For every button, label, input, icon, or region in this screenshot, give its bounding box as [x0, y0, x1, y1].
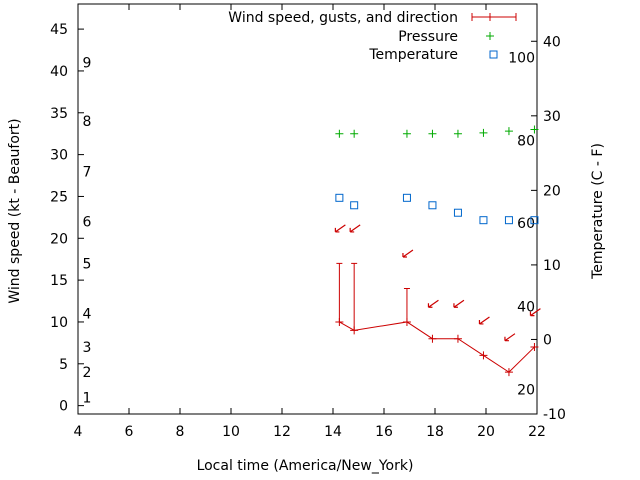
wind-direction-arrow [504, 333, 516, 342]
temperature-point [402, 193, 411, 202]
temperature-point [453, 208, 462, 217]
wind-speed-point [479, 351, 488, 360]
series-layer [334, 125, 541, 377]
temperature-point [335, 193, 344, 202]
x-tick-label: 10 [222, 424, 240, 440]
x-tick-label: 18 [426, 424, 444, 440]
fahrenheit-label: 20 [517, 382, 535, 398]
right-axis: -10 0 10 20 30 40 [531, 34, 566, 423]
pressure-point [402, 129, 411, 138]
wind-speed-point [504, 368, 513, 377]
wind-speed-point [453, 334, 462, 343]
beaufort-label: 1 [83, 390, 92, 406]
pressure-point [504, 127, 513, 136]
pressure-point [350, 129, 359, 138]
beaufort-label: 9 [83, 56, 92, 72]
pressure-point [428, 129, 437, 138]
temperature-point [428, 201, 437, 210]
beaufort-label: 2 [83, 365, 92, 381]
right-tick-label: 30 [543, 109, 561, 125]
left-tick-label: 40 [50, 64, 68, 80]
right-tick-label: 10 [543, 258, 561, 274]
left-tick-label: 30 [50, 148, 68, 164]
beaufort-label: 3 [83, 340, 92, 356]
beaufort-labels: 1 2 3 4 5 6 7 8 9 [83, 56, 92, 407]
wind-direction-arrow [478, 316, 490, 325]
plot-frame [77, 3, 538, 415]
wind-direction-arrow [334, 224, 346, 233]
x-tick-label: 8 [176, 424, 185, 440]
legend-label-wind: Wind speed, gusts, and direction [228, 10, 458, 26]
left-axis: 0 5 10 15 20 25 30 35 40 45 [50, 22, 84, 415]
wind-speed-point [428, 334, 437, 343]
x-axis: 4 6 8 10 12 14 16 18 20 22 [74, 4, 546, 440]
legend-label-pressure: Pressure [398, 29, 458, 45]
beaufort-label: 5 [83, 256, 92, 272]
left-tick-label: 35 [50, 106, 68, 122]
legend-swatch-temperature [489, 50, 498, 59]
temperature-point [530, 216, 539, 225]
left-tick-label: 25 [50, 189, 68, 205]
left-tick-label: 15 [50, 273, 68, 289]
fahrenheit-label: 80 [517, 133, 535, 149]
wind-direction-arrow [349, 224, 361, 233]
wind-direction-arrow [427, 299, 439, 308]
x-tick-label: 16 [375, 424, 393, 440]
legend-swatch-pressure [486, 32, 494, 40]
beaufort-label: 8 [83, 114, 92, 130]
pressure-point [530, 125, 539, 134]
y-axis-right-label: Temperature (C - F) [590, 143, 606, 280]
beaufort-label: 7 [83, 164, 92, 180]
left-tick-label: 5 [59, 357, 68, 373]
wind-direction-arrow [453, 299, 465, 308]
pressure-point [453, 129, 462, 138]
right-tick-label: -10 [543, 407, 566, 423]
legend-label-temperature: Temperature [368, 47, 458, 63]
wind-speed-point [530, 343, 539, 352]
left-tick-label: 0 [59, 399, 68, 415]
pressure-point [335, 129, 344, 138]
legend: Wind speed, gusts, and direction Pressur… [228, 10, 517, 63]
beaufort-label: 4 [83, 307, 92, 323]
legend-swatch-wind [471, 13, 517, 21]
beaufort-label: 6 [83, 215, 92, 231]
fahrenheit-label: 40 [517, 300, 535, 316]
x-tick-label: 12 [273, 424, 291, 440]
wind-speed-line [339, 321, 535, 373]
right-tick-label: 0 [543, 332, 552, 348]
left-tick-label: 10 [50, 315, 68, 331]
temperature-point [504, 216, 513, 225]
right-tick-label: 40 [543, 34, 561, 50]
x-axis-label: Local time (America/New_York) [197, 458, 414, 474]
temperature-point [350, 201, 359, 210]
fahrenheit-label: 100 [508, 51, 535, 67]
wind-direction-arrow [529, 308, 541, 317]
x-tick-label: 22 [528, 424, 546, 440]
left-tick-label: 20 [50, 231, 68, 247]
y-axis-left-label: Wind speed (kt - Beaufort) [7, 118, 23, 303]
pressure-point [479, 128, 488, 137]
x-tick-label: 6 [125, 424, 134, 440]
wind-direction-arrow [402, 249, 414, 258]
temperature-point [479, 216, 488, 225]
right-tick-label: 20 [543, 183, 561, 199]
x-tick-label: 20 [477, 424, 495, 440]
x-tick-label: 14 [324, 424, 342, 440]
left-tick-label: 45 [50, 22, 68, 38]
x-tick-label: 4 [74, 424, 83, 440]
